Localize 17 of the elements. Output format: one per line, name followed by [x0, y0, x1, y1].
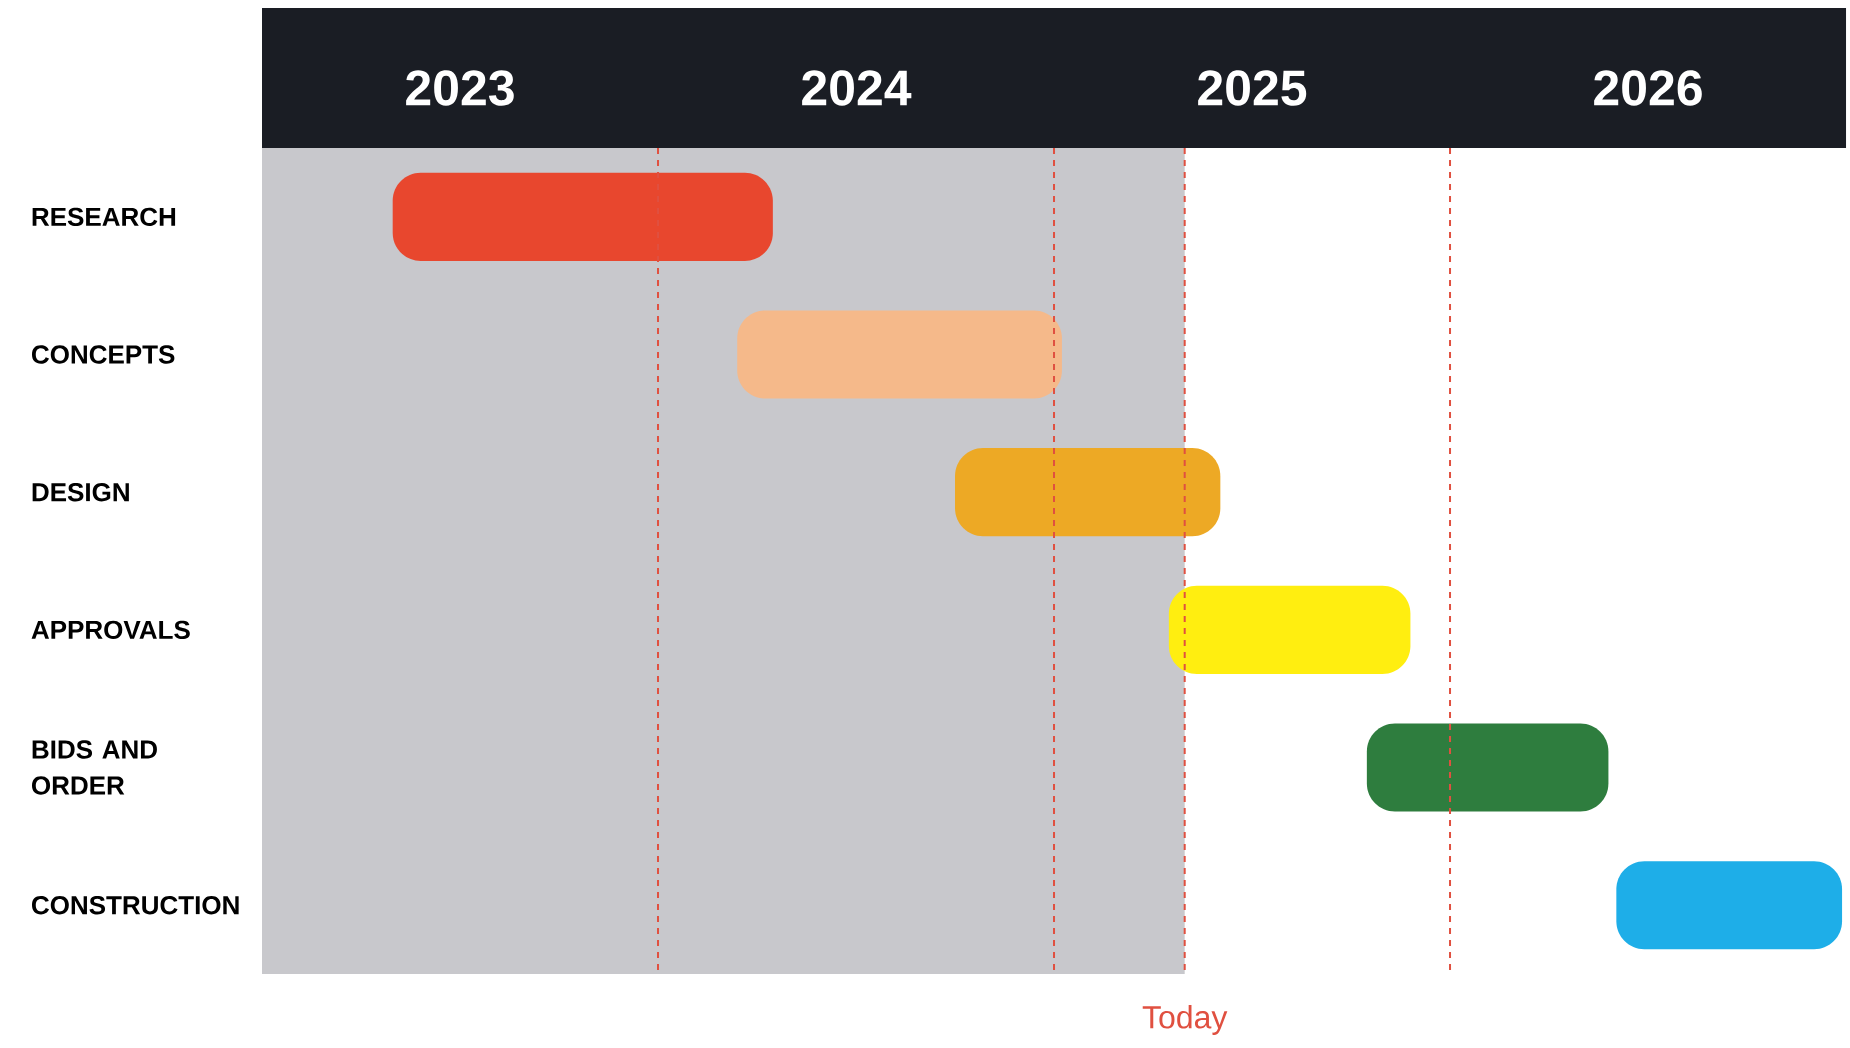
x-tick-label: 2026 — [1594, 70, 1702, 106]
y-tick-label: DESIGN — [32, 482, 129, 502]
y-tick-label: RESEARCH — [32, 207, 176, 227]
bar — [955, 448, 1221, 537]
x-tick-label: 2025 — [1198, 70, 1307, 106]
y-tick-label: APPROVALS — [31, 620, 190, 640]
bar — [1366, 723, 1609, 812]
bar — [737, 310, 1062, 399]
bar — [1616, 861, 1843, 950]
x-tick-label: 2023 — [406, 70, 514, 106]
y-tick-label: CONCEPTS — [32, 345, 175, 364]
bar — [392, 172, 773, 261]
bar — [1168, 585, 1411, 674]
y-tick-label: CONSTRUCTION — [32, 895, 239, 915]
y-tick-label: BIDS AND ORDER — [32, 740, 157, 795]
x-tick-label: 2024 — [802, 70, 912, 106]
ref-line-label: Today — [1142, 1005, 1228, 1035]
